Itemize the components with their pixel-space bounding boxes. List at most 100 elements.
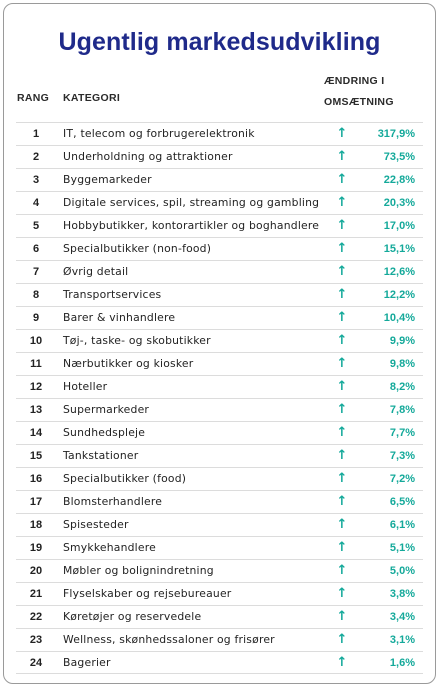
table-row: 6 Specialbutikker (non-food) ↑ 15,1% — [16, 237, 423, 260]
table-row: 21 Flyselskaber og rejsebureauer ↑ 3,8% — [16, 582, 423, 605]
up-arrow-icon: ↑ — [336, 241, 348, 256]
header-change-line2: OMSÆTNING — [324, 96, 394, 108]
up-arrow-icon: ↑ — [336, 563, 348, 578]
table-row: 20 Møbler og bolignindretning ↑ 5,0% — [16, 559, 423, 582]
table-row: 5 Hobbybutikker, kontorartikler og boghan… — [16, 214, 423, 237]
row-rank: 19 — [29, 542, 43, 554]
row-rank: 20 — [29, 565, 43, 577]
row-rank: 10 — [29, 335, 43, 347]
row-change-value: 10,4% — [383, 312, 415, 324]
table-row: 19 Smykkehandlere ↑ 5,1% — [16, 536, 423, 559]
row-rank: 6 — [32, 243, 40, 255]
row-rank: 23 — [29, 634, 43, 646]
up-arrow-icon: ↑ — [336, 195, 348, 210]
row-category: Møbler og bolignindretning — [63, 564, 214, 577]
up-arrow-icon: ↑ — [336, 264, 348, 279]
row-rank: 9 — [32, 312, 40, 324]
row-category: Specialbutikker (non-food) — [63, 242, 212, 255]
row-category: Nærbutikker og kiosker — [63, 357, 194, 370]
up-arrow-icon: ↑ — [336, 632, 348, 647]
row-category: Tankstationer — [63, 449, 139, 462]
table-row: 4 Digitale services, spil, streaming og g… — [16, 191, 423, 214]
row-rank: 14 — [29, 427, 43, 439]
table-row: 3 Byggemarkeder ↑ 22,8% — [16, 168, 423, 191]
up-arrow-icon: ↑ — [336, 494, 348, 509]
row-change-value: 7,8% — [389, 404, 415, 416]
up-arrow-icon: ↑ — [336, 586, 348, 601]
row-rank: 12 — [29, 381, 43, 393]
table-row: 15 Tankstationer ↑ 7,3% — [16, 444, 423, 467]
up-arrow-icon: ↑ — [336, 126, 348, 141]
row-change-value: 9,8% — [389, 358, 415, 370]
row-rank: 15 — [29, 450, 43, 462]
table-row: 18 Spisesteder ↑ 6,1% — [16, 513, 423, 536]
table-row: 14 Sundhedspleje ↑ 7,7% — [16, 421, 423, 444]
row-category: Barer & vinhandlere — [63, 311, 176, 324]
row-change-value: 7,7% — [389, 427, 415, 439]
row-change-value: 317,9% — [377, 128, 415, 140]
row-category: Supermarkeder — [63, 403, 150, 416]
row-category: Flyselskaber og rejsebureauer — [63, 587, 232, 600]
up-arrow-icon: ↑ — [336, 172, 348, 187]
row-change-value: 20,3% — [383, 197, 415, 209]
row-rank: 24 — [29, 657, 43, 669]
row-rank: 3 — [32, 174, 40, 186]
up-arrow-icon: ↑ — [336, 540, 348, 555]
row-change-value: 15,1% — [383, 243, 415, 255]
table-row: 16 Specialbutikker (food) ↑ 7,2% — [16, 467, 423, 490]
up-arrow-icon: ↑ — [336, 448, 348, 463]
up-arrow-icon: ↑ — [336, 425, 348, 440]
table-row: 23 Wellness, skønhedssaloner og frisører ↑… — [16, 628, 423, 651]
page-title: Ugentlig markedsudvikling — [58, 28, 381, 56]
market-card: Ugentlig markedsudvikling RANG KATEGORI … — [3, 3, 436, 684]
row-category: Tøj-, taske- og skobutikker — [63, 334, 211, 347]
table-row: 12 Hoteller ↑ 8,2% — [16, 375, 423, 398]
table-row: 7 Øvrig detail ↑ 12,6% — [16, 260, 423, 283]
row-rank: 4 — [32, 197, 40, 209]
row-category: Spisesteder — [63, 518, 129, 531]
row-rank: 7 — [32, 266, 40, 278]
header-rank: RANG — [17, 92, 50, 104]
row-category: Digitale services, spil, streaming og ga… — [63, 196, 320, 209]
row-category: Underholdning og attraktioner — [63, 150, 233, 163]
up-arrow-icon: ↑ — [336, 149, 348, 164]
table-row: 24 Bagerier ↑ 1,6% — [16, 651, 423, 674]
header-change-line1: ÆNDRING I — [324, 75, 385, 87]
row-change-value: 22,8% — [383, 174, 415, 186]
row-rank: 13 — [29, 404, 43, 416]
row-change-value: 9,9% — [389, 335, 415, 347]
row-rank: 16 — [29, 473, 43, 485]
row-change-value: 17,0% — [383, 220, 415, 232]
row-change-value: 5,1% — [389, 542, 415, 554]
row-change-value: 12,6% — [383, 266, 415, 278]
up-arrow-icon: ↑ — [336, 333, 348, 348]
row-category: Køretøjer og reservedele — [63, 610, 202, 623]
up-arrow-icon: ↑ — [336, 310, 348, 325]
row-rank: 17 — [29, 496, 43, 508]
row-rank: 18 — [29, 519, 43, 531]
up-arrow-icon: ↑ — [336, 402, 348, 417]
table-row: 10 Tøj-, taske- og skobutikker ↑ 9,9% — [16, 329, 423, 352]
row-category: Transportservices — [63, 288, 162, 301]
up-arrow-icon: ↑ — [336, 218, 348, 233]
table-row: 9 Barer & vinhandlere ↑ 10,4% — [16, 306, 423, 329]
row-rank: 21 — [29, 588, 43, 600]
table-row: 11 Nærbutikker og kiosker ↑ 9,8% — [16, 352, 423, 375]
row-category: Specialbutikker (food) — [63, 472, 187, 485]
table-row: 8 Transportservices ↑ 12,2% — [16, 283, 423, 306]
row-change-value: 5,0% — [389, 565, 415, 577]
row-category: Wellness, skønhedssaloner og frisører — [63, 633, 275, 646]
row-category: IT, telecom og forbrugerelektronik — [63, 127, 255, 140]
row-rank: 1 — [32, 128, 40, 140]
row-category: Smykkehandlere — [63, 541, 156, 554]
row-change-value: 1,6% — [389, 657, 415, 669]
row-category: Byggemarkeder — [63, 173, 152, 186]
up-arrow-icon: ↑ — [336, 517, 348, 532]
row-category: Sundhedspleje — [63, 426, 146, 439]
row-change-value: 3,4% — [389, 611, 415, 623]
header-change: ÆNDRING I OMSÆTNING — [324, 71, 394, 113]
row-rank: 11 — [30, 358, 42, 370]
table-row: 1 IT, telecom og forbrugerelektronik ↑ 317,… — [16, 122, 423, 145]
table-row: 17 Blomsterhandlere ↑ 6,5% — [16, 490, 423, 513]
up-arrow-icon: ↑ — [336, 471, 348, 486]
